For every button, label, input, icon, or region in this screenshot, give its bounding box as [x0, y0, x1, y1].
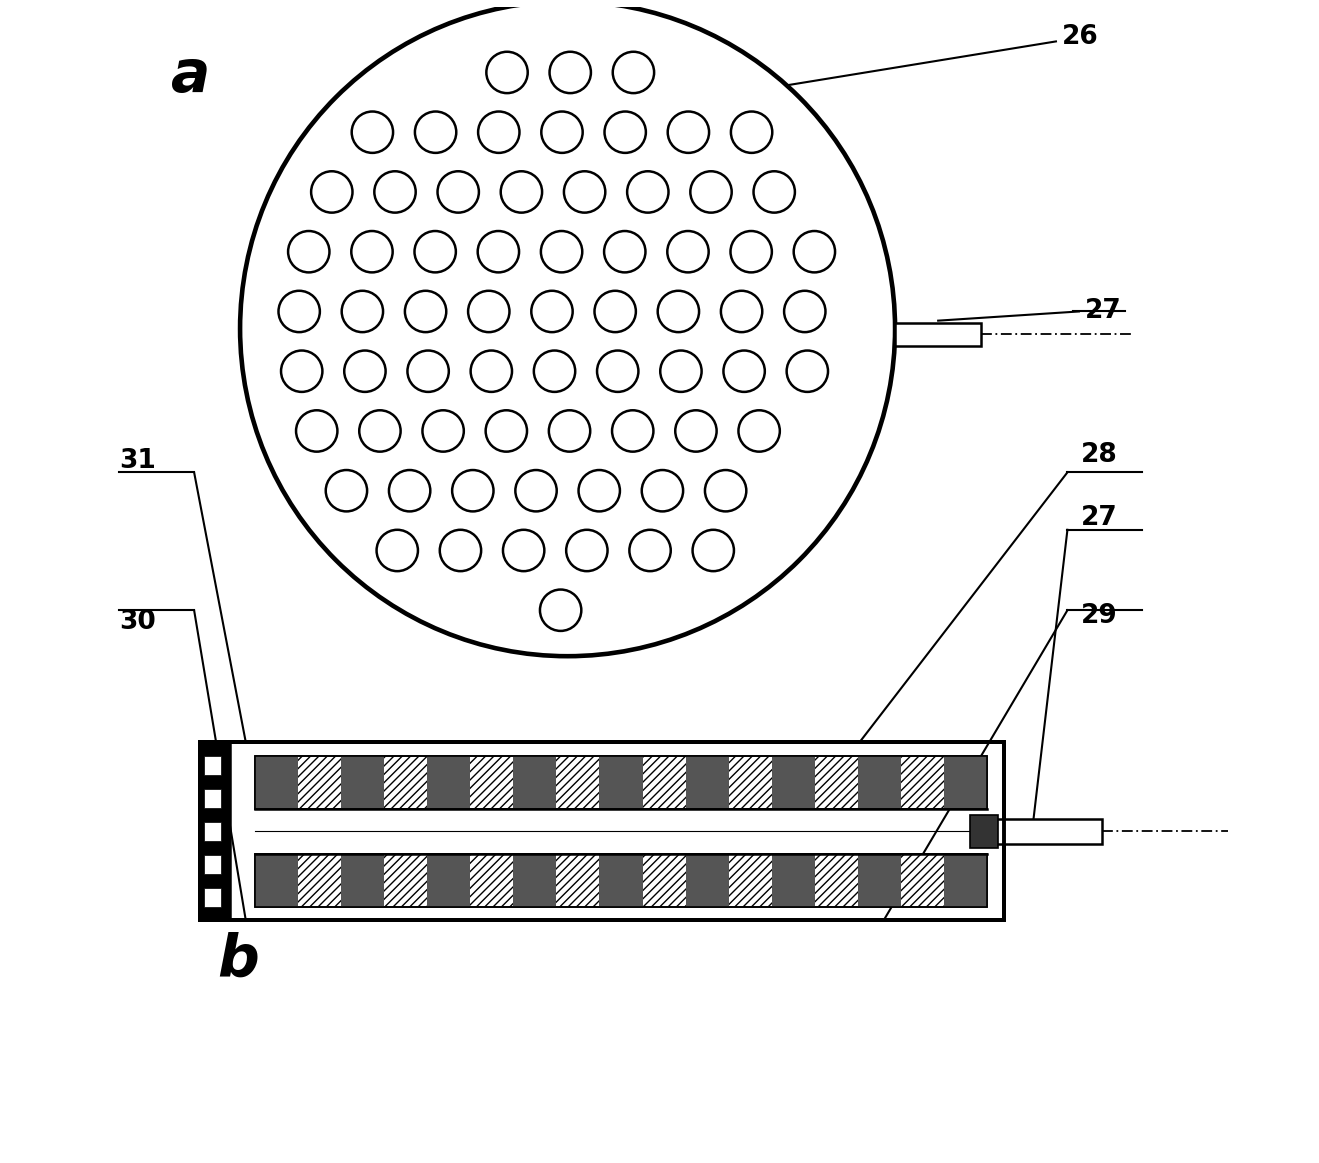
Bar	[204, 855, 220, 875]
Bar	[204, 821, 220, 841]
Bar	[857, 756, 901, 809]
Bar	[204, 887, 220, 907]
Bar	[513, 756, 557, 809]
Bar	[772, 854, 815, 907]
Text: 30: 30	[120, 608, 156, 635]
Bar	[204, 756, 220, 776]
Text: 28: 28	[1082, 442, 1119, 468]
Bar	[200, 761, 204, 902]
Bar	[427, 756, 471, 809]
Bar	[944, 854, 987, 907]
Bar	[686, 756, 728, 809]
Text: 31: 31	[120, 448, 156, 473]
Bar	[772, 756, 815, 809]
Text: 29: 29	[1082, 602, 1119, 629]
Bar	[944, 756, 987, 809]
Text: a: a	[171, 48, 211, 105]
Bar	[255, 854, 298, 907]
Bar	[255, 756, 987, 809]
Bar	[200, 742, 1004, 920]
Bar	[513, 854, 557, 907]
Text: b: b	[218, 932, 259, 989]
Bar	[204, 789, 220, 808]
Bar	[427, 854, 471, 907]
Bar	[896, 323, 981, 345]
Bar	[857, 854, 901, 907]
Bar	[200, 742, 1004, 920]
Bar	[342, 854, 384, 907]
Bar	[599, 854, 642, 907]
Text: 27: 27	[1084, 299, 1121, 324]
Bar	[255, 854, 987, 907]
Text: 27: 27	[1082, 505, 1119, 531]
Bar	[255, 756, 298, 809]
Bar	[969, 815, 998, 848]
Text: 26: 26	[1062, 24, 1099, 50]
Bar	[255, 756, 987, 809]
Bar	[342, 756, 384, 809]
Bar	[255, 854, 987, 907]
Bar	[976, 819, 1101, 844]
Bar	[599, 756, 642, 809]
Bar	[200, 742, 231, 920]
Bar	[686, 854, 728, 907]
